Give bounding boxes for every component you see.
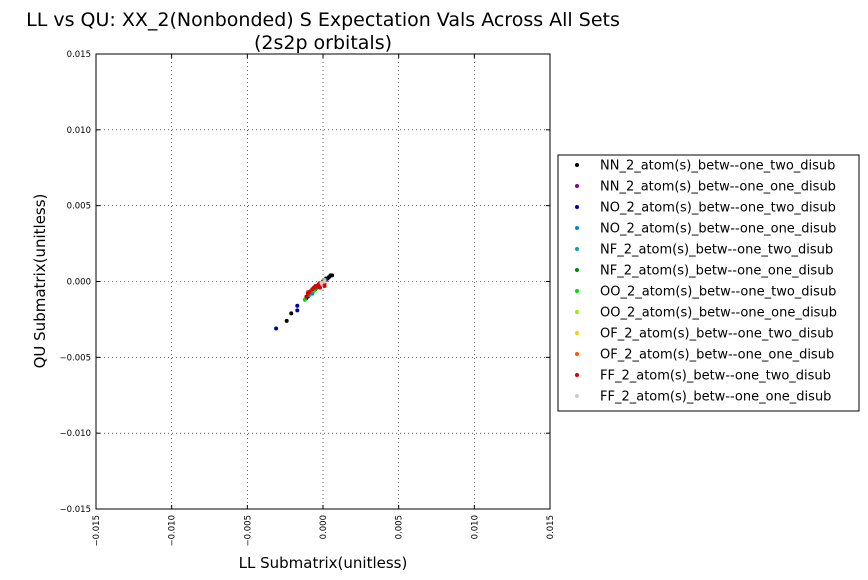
data-point — [319, 281, 324, 286]
legend-entry: OO_2_atom(s)_betw--one_one_disub — [600, 306, 837, 321]
legend-entry: OO_2_atom(s)_betw--one_two_disub — [600, 285, 836, 300]
legend-marker — [575, 226, 579, 230]
data-point — [302, 297, 307, 302]
legend-entry: NN_2_atom(s)_betw--one_one_disub — [600, 180, 836, 195]
x-tick-label: 0.015 — [546, 515, 556, 539]
y-tick-label: −0.015 — [60, 505, 91, 515]
legend-entry: NO_2_atom(s)_betw--one_two_disub — [600, 201, 836, 216]
legend-entry: NO_2_atom(s)_betw--one_one_disub — [600, 222, 836, 237]
legend-marker — [575, 331, 579, 335]
legend-marker — [575, 352, 579, 356]
legend-entry: NN_2_atom(s)_betw--one_two_disub — [600, 159, 835, 174]
data-point — [322, 279, 327, 284]
legend-marker — [575, 394, 579, 398]
x-axis-label: LL Submatrix(unitless) — [239, 554, 408, 572]
x-tick-label: −0.010 — [168, 515, 178, 546]
data-point — [307, 290, 312, 295]
y-tick-label: −0.005 — [60, 353, 91, 363]
legend-box — [557, 154, 860, 412]
chart-subtitle: (2s2p orbitals) — [254, 32, 392, 54]
data-point — [310, 291, 315, 296]
data-point — [284, 318, 289, 323]
y-tick-label: 0.005 — [67, 202, 91, 212]
legend-marker — [575, 310, 579, 314]
legend-entry: OF_2_atom(s)_betw--one_one_disub — [600, 348, 834, 363]
axis-ticks: −0.015 −0.010 −0.005 0.000 0.005 0.010 0.015 −0… — [60, 50, 556, 546]
data-point — [295, 308, 300, 313]
legend-marker — [575, 247, 579, 251]
legend-entry: FF_2_atom(s)_betw--one_one_disub — [600, 390, 831, 405]
x-tick-label: 0.005 — [395, 515, 405, 539]
legend-entry: NF_2_atom(s)_betw--one_two_disub — [600, 243, 833, 258]
x-tick-label: −0.015 — [92, 515, 102, 546]
data-point — [289, 311, 294, 316]
data-point — [304, 294, 309, 299]
data-point — [295, 303, 300, 308]
legend-marker — [575, 163, 579, 167]
data-point — [274, 326, 279, 331]
chart-title: LL vs QU: XX_2(Nonbonded) S Expectation … — [26, 9, 620, 31]
legend-marker — [575, 373, 579, 377]
x-tick-label: 0.010 — [470, 515, 480, 539]
data-points — [274, 273, 335, 331]
x-tick-label: 0.000 — [319, 515, 329, 539]
x-tick-label: −0.005 — [243, 515, 253, 546]
data-point — [317, 285, 322, 290]
legend-marker — [575, 205, 579, 209]
y-tick-label: 0.010 — [67, 126, 91, 136]
legend-entry: FF_2_atom(s)_betw--one_two_disub — [600, 369, 831, 384]
y-tick-label: 0.015 — [67, 50, 91, 60]
data-point — [330, 273, 335, 278]
legend-marker — [575, 268, 579, 272]
legend: NN_2_atom(s)_betw--one_two_disub NN_2_ato… — [557, 154, 860, 412]
y-axis-label: QU Submatrix(unitless) — [31, 194, 49, 369]
legend-marker — [575, 184, 579, 188]
legend-marker — [575, 289, 579, 293]
y-tick-label: −0.010 — [60, 429, 91, 439]
legend-entry: OF_2_atom(s)_betw--one_two_disub — [600, 327, 834, 342]
data-point — [322, 284, 327, 289]
legend-entry: NF_2_atom(s)_betw--one_one_disub — [600, 264, 834, 279]
y-tick-label: 0.000 — [67, 278, 91, 288]
